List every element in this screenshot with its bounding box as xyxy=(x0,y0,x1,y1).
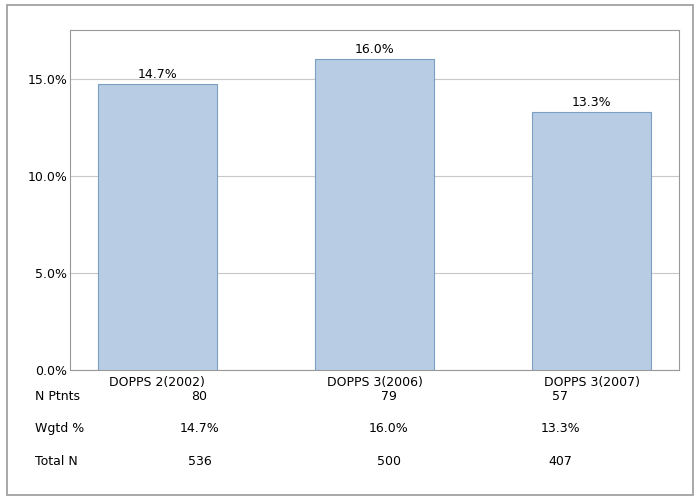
Text: 80: 80 xyxy=(192,390,207,403)
Text: 500: 500 xyxy=(377,455,400,468)
Text: 14.7%: 14.7% xyxy=(180,422,219,435)
Text: Total N: Total N xyxy=(35,455,78,468)
Text: 14.7%: 14.7% xyxy=(137,68,177,82)
Bar xyxy=(98,84,217,370)
Text: N Ptnts: N Ptnts xyxy=(35,390,80,403)
Text: 79: 79 xyxy=(381,390,396,403)
Text: 13.3%: 13.3% xyxy=(540,422,580,435)
Bar xyxy=(532,112,651,370)
Bar xyxy=(315,59,434,370)
Text: 13.3%: 13.3% xyxy=(572,96,611,108)
Text: 16.0%: 16.0% xyxy=(369,422,408,435)
Text: Wgtd %: Wgtd % xyxy=(35,422,84,435)
Text: 57: 57 xyxy=(552,390,568,403)
Text: 16.0%: 16.0% xyxy=(355,43,394,56)
Text: 407: 407 xyxy=(548,455,572,468)
Text: 536: 536 xyxy=(188,455,211,468)
